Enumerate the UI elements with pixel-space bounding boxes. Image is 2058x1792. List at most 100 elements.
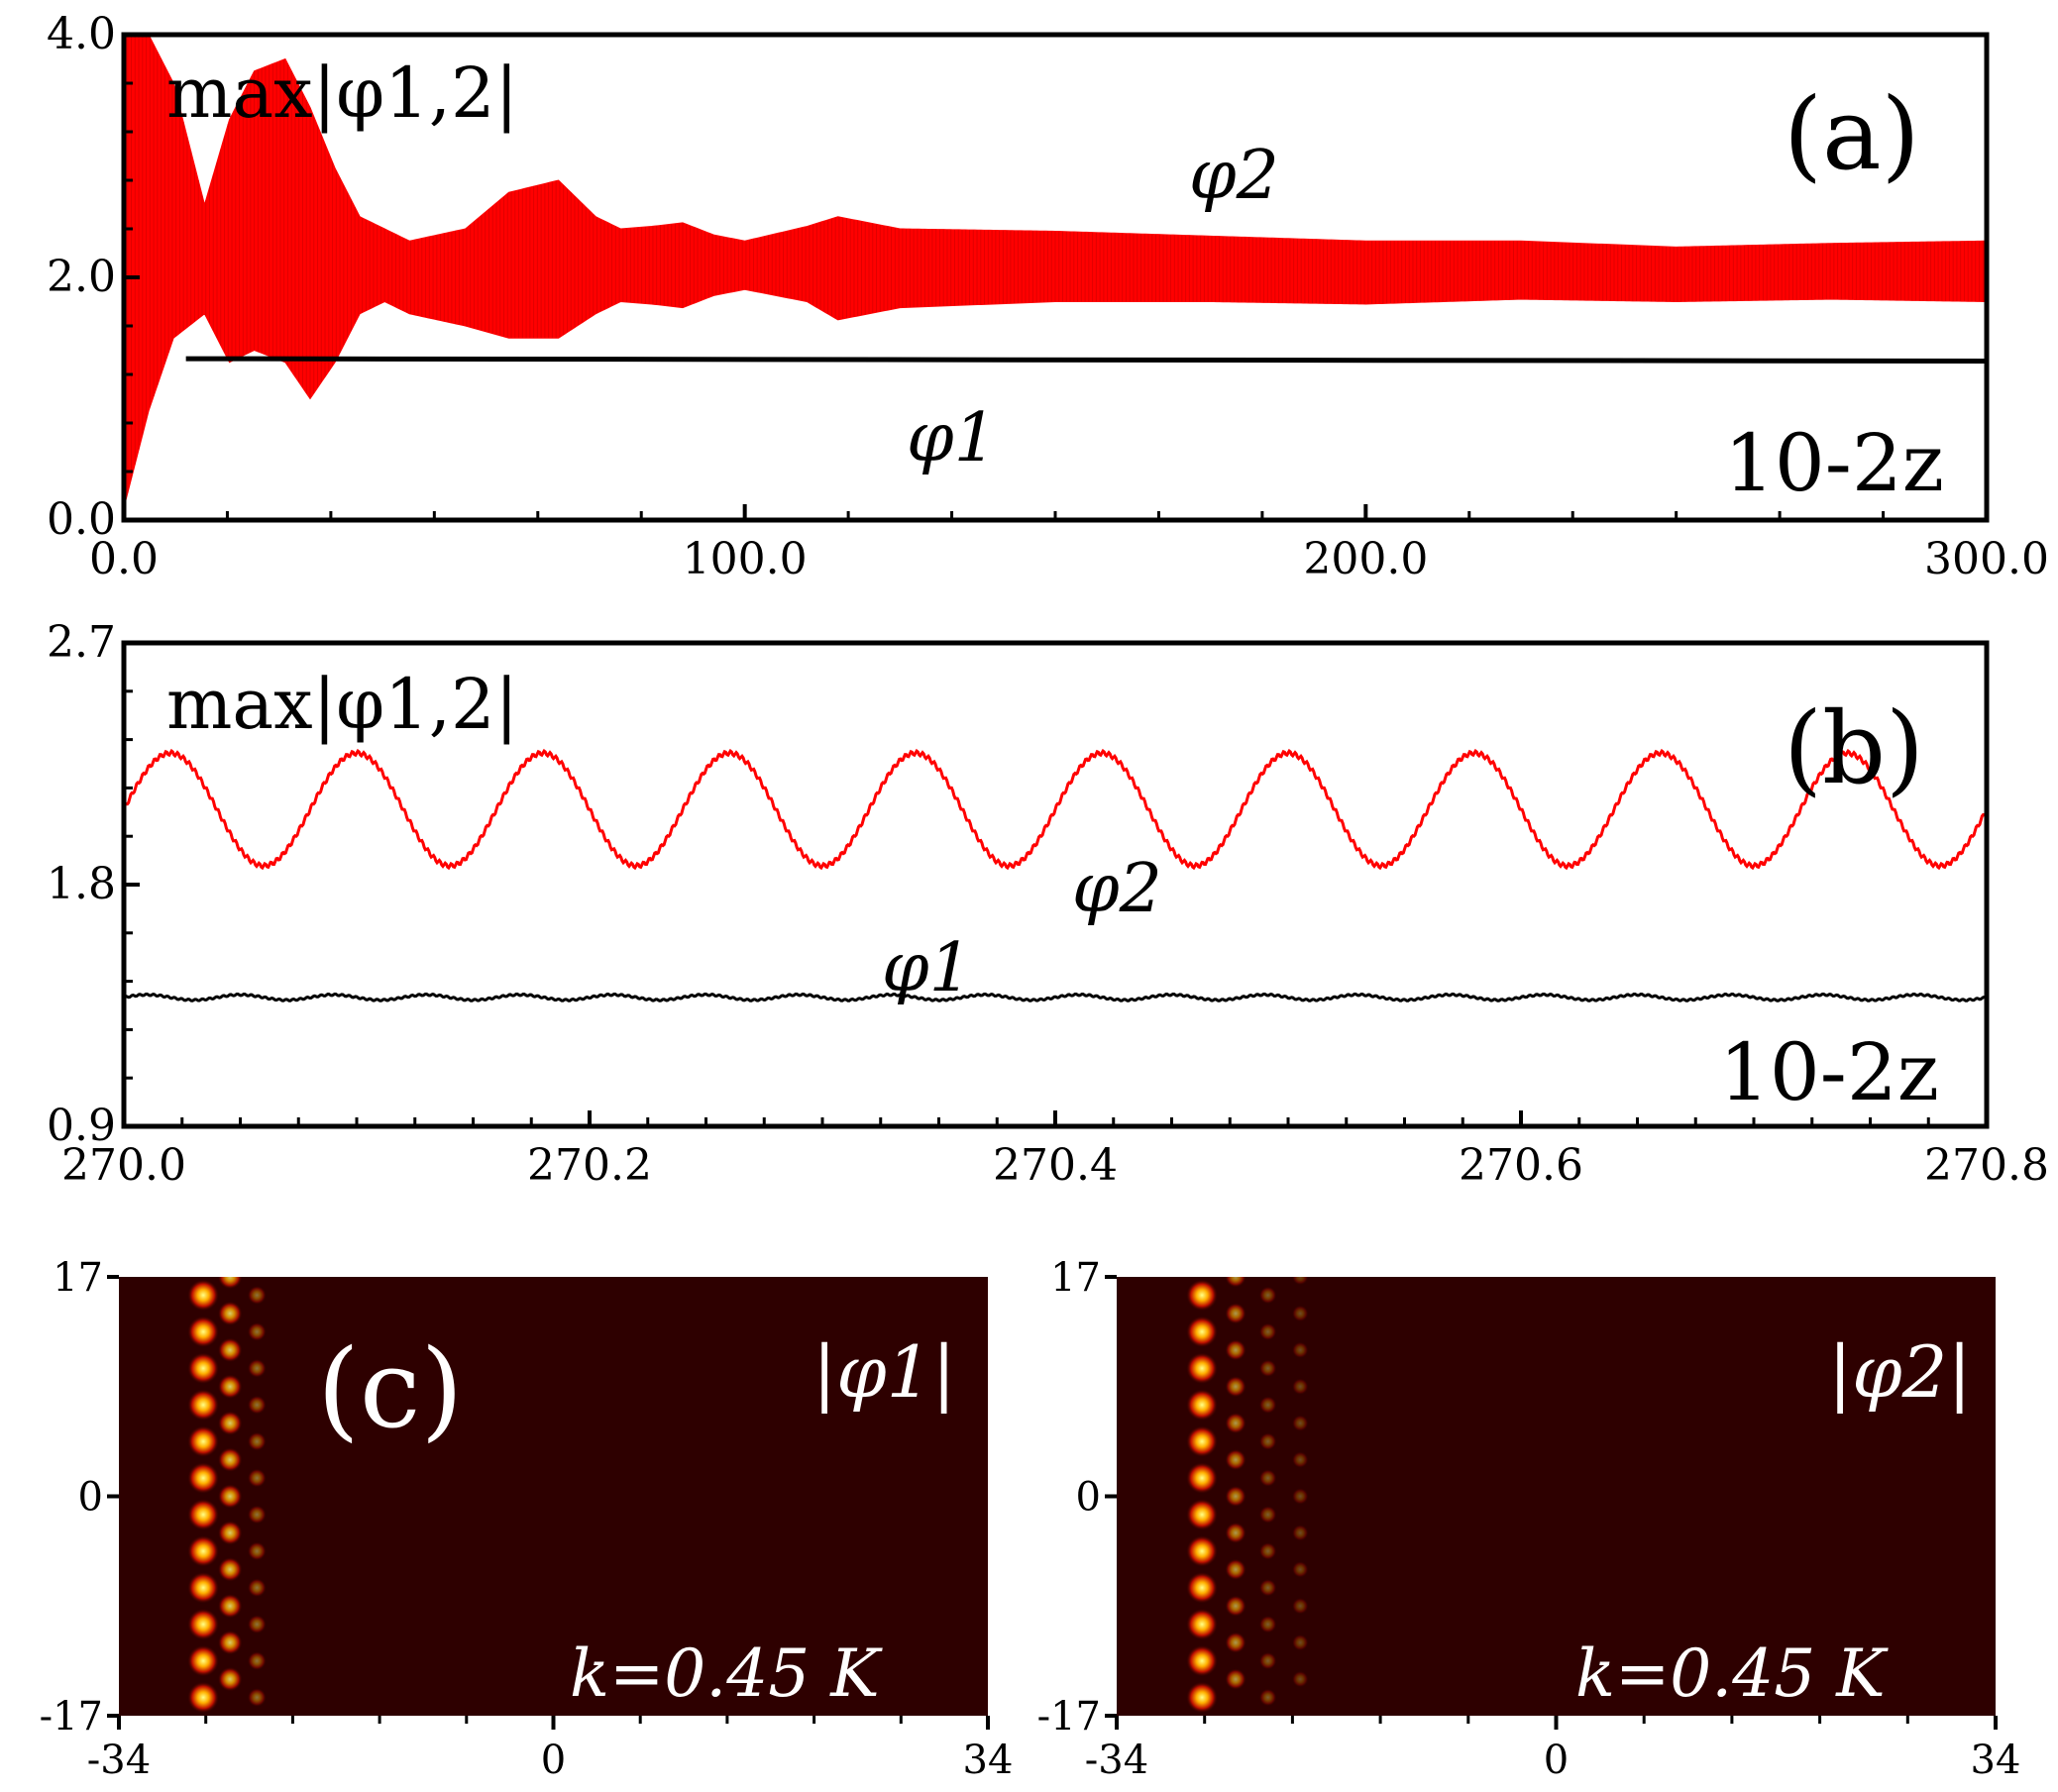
panel-b-xlabel: 10-2z <box>1719 1026 1939 1118</box>
panel-d-spot <box>1225 1595 1246 1618</box>
panel-c-spots <box>187 1277 267 1714</box>
panel-d-spots <box>1186 1277 1309 1714</box>
panel-a-phi2-label: φ2 <box>1189 137 1279 215</box>
panel-c-title: |φ1| <box>812 1330 956 1414</box>
panel-d-spot <box>1291 1634 1309 1651</box>
panel-a-label: (a) <box>1784 76 1920 192</box>
panel-d-spot <box>1291 1341 1309 1359</box>
panel-d-spot <box>1186 1534 1219 1567</box>
panel-d-spot <box>1225 1668 1246 1690</box>
panel-b-xtick-label: 270.4 <box>993 1140 1118 1191</box>
panel-c-spot <box>187 1534 220 1567</box>
panel-c-spot <box>217 1556 243 1582</box>
panel-d-spot <box>1186 1389 1219 1422</box>
panel-d-spot <box>1186 1462 1219 1495</box>
panel-a-xtick-label: 100.0 <box>683 534 808 584</box>
panel-b-phi2-line <box>124 748 1987 871</box>
panel-c-spot <box>217 1593 243 1619</box>
panel-d-spot <box>1291 1277 1309 1286</box>
panel-d-spot <box>1258 1578 1277 1597</box>
panel-a-plot-area <box>124 35 1987 508</box>
panel-c-spot <box>187 1316 220 1348</box>
panel-c-spot <box>187 1462 220 1495</box>
panel-d-spot <box>1291 1597 1309 1615</box>
panel-b-axes: 270.0 270.2 270.4 270.6 270.8 0.9 1.8 2.7 <box>47 617 2049 1191</box>
panel-d-ytick-label: -17 <box>1037 1694 1101 1739</box>
panel-d-spot <box>1225 1339 1246 1361</box>
panel-c-spot <box>217 1374 243 1400</box>
panel-c-xtick-label: -34 <box>87 1738 151 1783</box>
panel-d-spot <box>1291 1488 1309 1505</box>
panel-d-xtick-label: 0 <box>1544 1738 1569 1783</box>
panel-c-spot <box>217 1521 243 1545</box>
panel-c-heatmap: -34 0 34 -17 0 17 (c) |φ1| k=0.45 K <box>40 1255 1014 1783</box>
panel-c-spot <box>247 1358 267 1378</box>
panel-d-spot <box>1291 1305 1309 1322</box>
panel-b-xtick-label: 270.0 <box>61 1140 186 1191</box>
panel-d-spot <box>1186 1644 1219 1677</box>
panel-c-xtick-label: 0 <box>541 1738 566 1783</box>
panel-d-spot <box>1225 1448 1246 1471</box>
panel-a-chart: 0.0 100.0 200.0 300.0 0.0 2.0 4.0 max|φ1,2| (a… <box>47 9 2049 584</box>
panel-d-spot <box>1258 1396 1277 1415</box>
panel-c-ytick-label: 17 <box>53 1255 103 1301</box>
panel-d-spot <box>1186 1608 1219 1640</box>
panel-d-spot <box>1258 1651 1277 1670</box>
panel-a-xtick-label: 0.0 <box>89 534 159 584</box>
panel-b-phi1-line <box>124 992 1987 1002</box>
panel-c-spot <box>217 1301 243 1326</box>
panel-b-xtick-label: 270.6 <box>1459 1140 1583 1191</box>
panel-a-ytick-label: 4.0 <box>47 9 116 59</box>
panel-d-spot <box>1225 1375 1246 1398</box>
panel-d-title: |φ2| <box>1828 1330 1972 1414</box>
panel-a-phi2-oscillation <box>124 35 1987 508</box>
panel-d-spot <box>1225 1485 1246 1508</box>
panel-b-ytick-label: 2.7 <box>47 617 116 668</box>
panel-d-spot <box>1258 1322 1277 1341</box>
panel-d-spot <box>1186 1279 1219 1312</box>
panel-b-label: (b) <box>1784 690 1924 806</box>
panel-c-spot <box>247 1431 267 1451</box>
panel-c-spot <box>247 1285 267 1306</box>
panel-d-spot <box>1186 1681 1219 1714</box>
panel-c-spot <box>247 1468 267 1488</box>
panel-c-spot <box>247 1687 267 1708</box>
panel-b-xtick-label: 270.8 <box>1924 1140 2049 1191</box>
panel-c-spot <box>187 1681 220 1714</box>
panel-d-spot <box>1291 1415 1309 1432</box>
panel-a-phi1-label: φ1 <box>907 399 997 477</box>
panel-d-spot <box>1291 1560 1309 1578</box>
panel-d-xtick-label: -34 <box>1085 1738 1148 1783</box>
panel-c-spot <box>217 1277 243 1290</box>
panel-d-spot <box>1225 1412 1246 1434</box>
panel-c-label: (c) <box>317 1325 463 1452</box>
panel-c-spot <box>217 1411 243 1436</box>
panel-b-phi1-label: φ1 <box>882 929 972 1007</box>
panel-c-spot <box>187 1571 220 1604</box>
panel-d-spot <box>1186 1425 1219 1458</box>
panel-d-background <box>1117 1277 1996 1716</box>
panel-d-spot <box>1258 1505 1277 1524</box>
panel-d-spot <box>1258 1286 1277 1305</box>
panel-b-phi2-label: φ2 <box>1072 850 1162 928</box>
panel-c-spot <box>187 1425 220 1458</box>
panel-d-spot <box>1291 1451 1309 1468</box>
panel-c-spot <box>247 1651 267 1671</box>
panel-c-ytick-label: -17 <box>40 1694 103 1739</box>
panel-c-spot <box>217 1447 243 1472</box>
panel-a-phi1-line <box>185 356 1987 365</box>
panel-d-axes: -34 0 34 -17 0 17 <box>1037 1255 2021 1783</box>
panel-a-xtick-label: 200.0 <box>1303 534 1428 584</box>
panel-a-xlabel: 10-2z <box>1724 417 1944 509</box>
panel-c-spot <box>187 1352 220 1385</box>
panel-c-spot <box>187 1608 220 1640</box>
panel-d-spot <box>1258 1432 1277 1451</box>
panel-b-chart: 270.0 270.2 270.4 270.6 270.8 0.9 1.8 2.7 max|φ… <box>47 617 2049 1191</box>
panel-c-spot <box>187 1389 220 1422</box>
panel-c-spot <box>217 1484 243 1509</box>
panel-d-spot <box>1186 1352 1219 1385</box>
panel-a-axes: 0.0 100.0 200.0 300.0 0.0 2.0 4.0 <box>47 9 2049 584</box>
panel-d-spot <box>1225 1277 1246 1288</box>
panel-d-spot <box>1291 1670 1309 1688</box>
